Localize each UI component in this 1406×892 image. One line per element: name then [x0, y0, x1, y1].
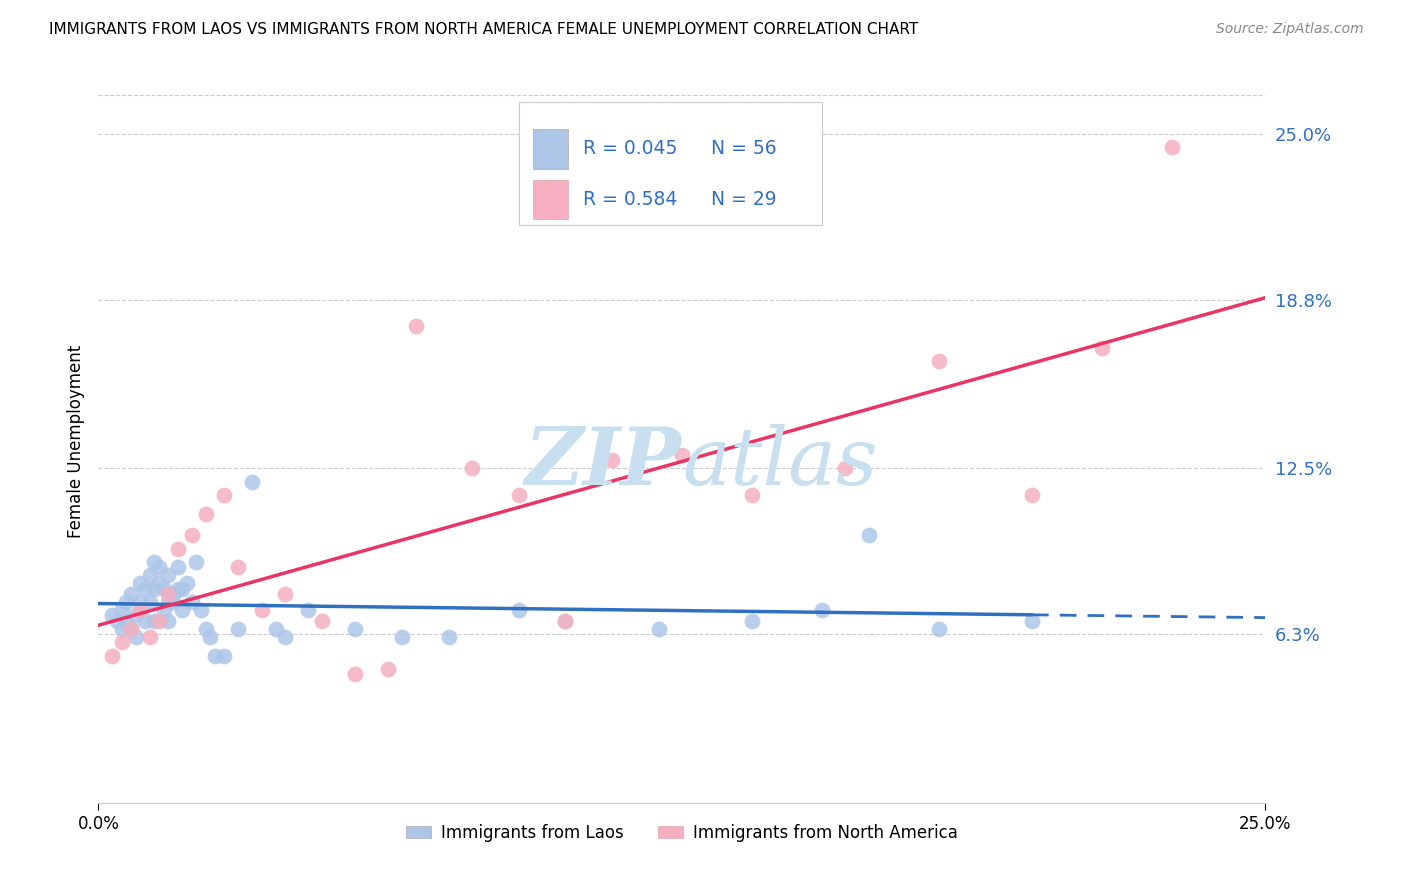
Point: [152, 582, 174, 596]
Point: [190, 603, 212, 617]
Point: [274, 587, 297, 601]
Point: [264, 622, 287, 636]
Point: [115, 614, 138, 628]
Text: N = 56: N = 56: [711, 139, 776, 159]
Point: [741, 614, 763, 628]
Point: [101, 608, 124, 623]
Text: IMMIGRANTS FROM LAOS VS IMMIGRANTS FROM NORTH AMERICA FEMALE UNEMPLOYMENT CORREL: IMMIGRANTS FROM LAOS VS IMMIGRANTS FROM …: [49, 22, 918, 37]
Point: [928, 622, 950, 636]
Point: [172, 603, 194, 617]
Point: [172, 582, 194, 596]
Point: [391, 630, 413, 644]
Point: [125, 608, 148, 623]
Point: [405, 319, 427, 334]
Point: [180, 528, 202, 542]
Point: [377, 662, 399, 676]
Point: [274, 630, 297, 644]
Point: [250, 603, 273, 617]
Point: [105, 614, 128, 628]
Y-axis label: Female Unemployment: Female Unemployment: [66, 345, 84, 538]
Point: [858, 528, 880, 542]
Point: [176, 576, 198, 591]
Point: [228, 622, 250, 636]
Point: [120, 622, 142, 636]
Point: [148, 614, 170, 628]
Point: [204, 648, 226, 663]
Point: [101, 648, 124, 663]
Point: [508, 603, 530, 617]
Point: [129, 603, 152, 617]
Point: [228, 560, 250, 574]
Point: [134, 582, 156, 596]
Point: [1021, 488, 1043, 502]
Point: [143, 614, 166, 628]
Point: [741, 488, 763, 502]
Text: Source: ZipAtlas.com: Source: ZipAtlas.com: [1216, 22, 1364, 37]
Point: [125, 630, 148, 644]
Point: [139, 595, 162, 609]
Point: [811, 603, 834, 617]
Point: [671, 448, 693, 462]
Point: [157, 587, 180, 601]
Point: [129, 576, 152, 591]
Point: [311, 614, 333, 628]
Point: [143, 555, 166, 569]
Point: [120, 587, 142, 601]
Point: [1021, 614, 1043, 628]
Legend: Immigrants from Laos, Immigrants from North America: Immigrants from Laos, Immigrants from No…: [399, 817, 965, 848]
Point: [344, 622, 367, 636]
Point: [554, 614, 576, 628]
Point: [152, 603, 174, 617]
Point: [115, 595, 138, 609]
Bar: [533, 179, 568, 219]
Point: [834, 461, 856, 475]
Text: N = 29: N = 29: [711, 190, 776, 209]
Point: [166, 541, 188, 556]
Point: [344, 667, 367, 681]
Point: [157, 568, 180, 582]
Point: [297, 603, 319, 617]
Point: [194, 507, 217, 521]
Text: R = 0.045: R = 0.045: [582, 139, 678, 159]
Point: [186, 555, 208, 569]
Point: [162, 595, 184, 609]
Point: [157, 595, 180, 609]
Point: [214, 648, 236, 663]
Point: [143, 582, 166, 596]
Point: [139, 630, 162, 644]
Point: [242, 475, 264, 489]
Point: [111, 622, 134, 636]
Point: [162, 587, 184, 601]
FancyBboxPatch shape: [519, 102, 823, 225]
Point: [111, 635, 134, 649]
Point: [1161, 140, 1184, 154]
Point: [214, 488, 236, 502]
Point: [647, 622, 669, 636]
Point: [148, 576, 170, 591]
Point: [120, 622, 142, 636]
Point: [148, 560, 170, 574]
Point: [194, 622, 217, 636]
Point: [157, 614, 180, 628]
Point: [180, 595, 202, 609]
Point: [1091, 341, 1114, 355]
Point: [134, 614, 156, 628]
Text: R = 0.584: R = 0.584: [582, 190, 678, 209]
Point: [554, 614, 576, 628]
Text: atlas: atlas: [682, 425, 877, 502]
Text: ZIP: ZIP: [524, 425, 682, 502]
Point: [508, 488, 530, 502]
Point: [437, 630, 460, 644]
Point: [928, 354, 950, 368]
Point: [111, 603, 134, 617]
Point: [166, 582, 188, 596]
Point: [129, 595, 152, 609]
Point: [600, 453, 623, 467]
Point: [200, 630, 222, 644]
Point: [139, 568, 162, 582]
Point: [166, 560, 188, 574]
Bar: [533, 129, 568, 169]
Point: [461, 461, 484, 475]
